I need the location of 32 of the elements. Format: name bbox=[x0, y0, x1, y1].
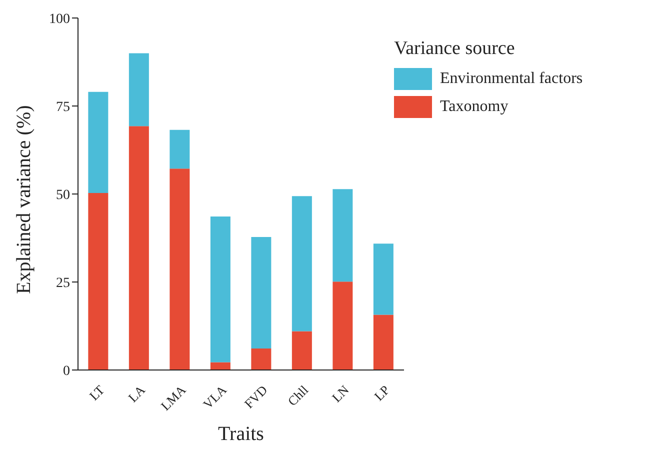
y-tick-label: 50 bbox=[56, 188, 70, 203]
bar bbox=[251, 236, 272, 349]
bar bbox=[373, 314, 394, 370]
bar bbox=[251, 348, 272, 370]
x-tick-label: LN bbox=[328, 382, 352, 406]
y-tick-label: 25 bbox=[56, 276, 70, 291]
x-tick-label: VLA bbox=[200, 382, 230, 412]
bar bbox=[332, 189, 353, 282]
legend-label: Taxonomy bbox=[440, 98, 508, 116]
bar bbox=[128, 53, 149, 126]
x-tick-label: LT bbox=[86, 382, 108, 404]
y-axis-title: Explained variance (%) bbox=[13, 105, 36, 294]
bar bbox=[332, 282, 353, 370]
bar bbox=[88, 192, 108, 370]
y-tick-label: 0 bbox=[63, 364, 70, 379]
bar bbox=[292, 331, 312, 370]
bar bbox=[210, 216, 230, 362]
x-tick-label: LP bbox=[371, 382, 393, 404]
legend-label: Environmental factors bbox=[440, 70, 583, 88]
legend-title: Variance source bbox=[394, 38, 516, 60]
bar bbox=[373, 244, 394, 315]
bar bbox=[210, 362, 230, 370]
x-tick-label: LA bbox=[125, 382, 148, 406]
y-tick-label: 100 bbox=[49, 12, 70, 27]
x-axis-title: Traits bbox=[218, 423, 264, 445]
y-tick-label: 75 bbox=[56, 100, 70, 115]
bar bbox=[292, 196, 312, 332]
bar bbox=[170, 168, 190, 370]
bar bbox=[170, 130, 190, 169]
bar bbox=[128, 126, 149, 370]
x-tick-label: Chll bbox=[284, 382, 312, 409]
bar bbox=[88, 92, 108, 193]
